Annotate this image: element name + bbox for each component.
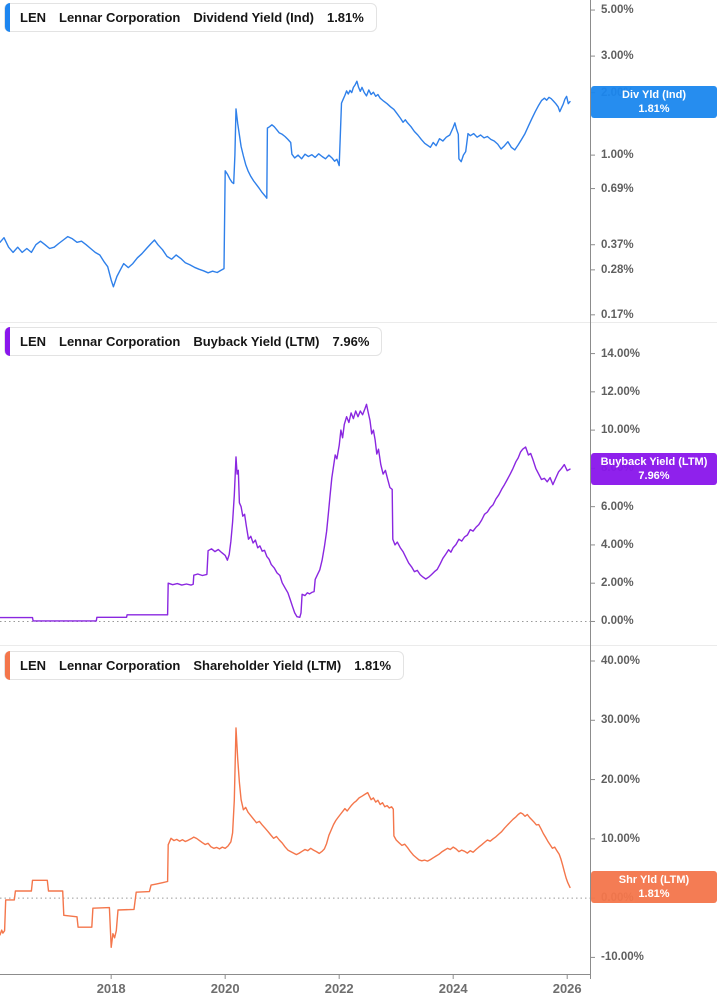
x-axis-label: 2022 — [324, 981, 354, 996]
ticker-label: LEN — [20, 658, 46, 673]
last-value-badge-buyback-yield: Buyback Yield (LTM) 7.96% — [591, 453, 717, 486]
company-label: Lennar Corporation — [59, 10, 181, 25]
y-axis-label: 1.00% — [601, 149, 634, 162]
x-axis-label: 2020 — [210, 981, 240, 996]
company-label: Lennar Corporation — [59, 658, 181, 673]
y-axis-label: 0.28% — [601, 263, 634, 276]
x-axis-label: 2026 — [552, 981, 582, 996]
x-axis-label: 2018 — [96, 981, 126, 996]
dividend-yield-ind--line — [0, 80, 571, 288]
badge-title: Buyback Yield (LTM) — [600, 456, 708, 469]
metric-label: Buyback Yield (LTM) — [193, 334, 320, 349]
y-axis-label: 0.69% — [601, 182, 634, 195]
y-axis-label: 4.00% — [601, 538, 634, 551]
y-axis-label: 12.00% — [601, 385, 641, 398]
series-color-bar-blue — [5, 3, 10, 32]
metric-value: 1.81% — [326, 10, 364, 25]
y-axis-label: 0.37% — [601, 238, 634, 251]
metric-label: Shareholder Yield (LTM) — [193, 658, 342, 673]
series-header-dividend-yield[interactable]: LEN Lennar Corporation Dividend Yield (I… — [4, 3, 377, 32]
y-axis-label: 10.00% — [601, 424, 641, 437]
y-axis-label: 3.00% — [601, 50, 634, 63]
badge-title: Shr Yld (LTM) — [618, 874, 690, 887]
y-axis-label: 20.00% — [601, 773, 641, 786]
last-value-badge-div-yield: Div Yld (Ind) 1.81% — [591, 85, 717, 118]
y-axis-label: 0.17% — [601, 308, 634, 321]
series-header-shareholder-yield[interactable]: LEN Lennar Corporation Shareholder Yield… — [4, 651, 405, 680]
series-header-buyback-yield[interactable]: LEN Lennar Corporation Buyback Yield (LT… — [4, 327, 383, 356]
y-axis-label: 30.00% — [601, 714, 641, 727]
badge-value: 1.81% — [638, 888, 670, 901]
y-axis-label: 14.00% — [601, 347, 641, 360]
y-axis-label: -10.00% — [601, 951, 644, 964]
ticker-label: LEN — [20, 334, 46, 349]
y-axis-label: 2.00% — [601, 577, 634, 590]
y-axis-label: 0.00% — [601, 615, 634, 628]
y-axis-label: 10.00% — [601, 832, 641, 845]
x-axis-label: 2024 — [438, 981, 468, 996]
metric-value: 1.81% — [354, 658, 392, 673]
y-axis-label: 40.00% — [601, 655, 641, 667]
company-label: Lennar Corporation — [59, 334, 181, 349]
series-color-bar-purple — [5, 327, 10, 356]
shareholder-yield-ltm--line — [0, 727, 571, 948]
metric-value: 7.96% — [332, 334, 370, 349]
y-axis-label: 6.00% — [601, 500, 634, 513]
y-axis-label: 5.00% — [601, 4, 634, 17]
badge-title: Div Yld (Ind) — [622, 88, 686, 101]
badge-value: 7.96% — [638, 470, 670, 483]
buyback-yield-ltm--line — [0, 403, 571, 622]
last-value-badge-shareholder-yield: Shr Yld (LTM) 1.81% — [591, 871, 717, 904]
metric-label: Dividend Yield (Ind) — [193, 10, 314, 25]
ticker-label: LEN — [20, 10, 46, 25]
series-color-bar-orange — [5, 651, 10, 680]
badge-value: 1.81% — [638, 102, 670, 115]
